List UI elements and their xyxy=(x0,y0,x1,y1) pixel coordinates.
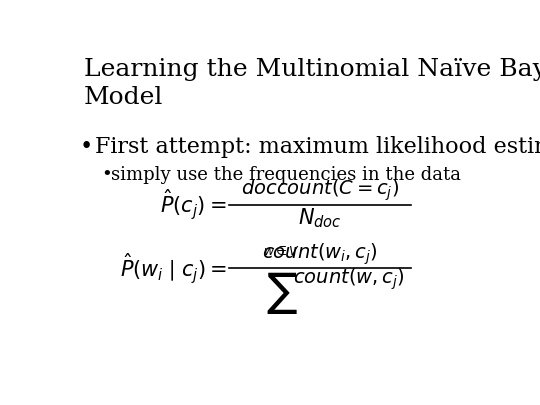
Text: •: • xyxy=(80,136,93,158)
Text: $\hat{P}(c_j)=$: $\hat{P}(c_j)=$ xyxy=(160,188,227,222)
Text: $\mathit{count}(w, c_j)$: $\mathit{count}(w, c_j)$ xyxy=(293,267,405,292)
Text: simply use the frequencies in the data: simply use the frequencies in the data xyxy=(111,166,462,183)
Text: $N_{\mathit{doc}}$: $N_{\mathit{doc}}$ xyxy=(298,206,341,230)
Text: $w \in V$: $w \in V$ xyxy=(264,243,301,258)
Text: Model: Model xyxy=(84,86,164,109)
Text: First attempt: maximum likelihood estimates: First attempt: maximum likelihood estima… xyxy=(94,136,540,158)
Text: Learning the Multinomial Naïve Bayes: Learning the Multinomial Naïve Bayes xyxy=(84,58,540,81)
Text: $\mathit{doccount}(C=c_j)$: $\mathit{doccount}(C=c_j)$ xyxy=(240,177,399,203)
Text: $\sum$: $\sum$ xyxy=(266,270,298,316)
Text: •: • xyxy=(101,166,112,183)
Text: $\mathit{count}(w_i, c_j)$: $\mathit{count}(w_i, c_j)$ xyxy=(262,241,377,267)
Text: $\hat{P}(w_i \mid c_j)=$: $\hat{P}(w_i \mid c_j)=$ xyxy=(120,251,227,286)
